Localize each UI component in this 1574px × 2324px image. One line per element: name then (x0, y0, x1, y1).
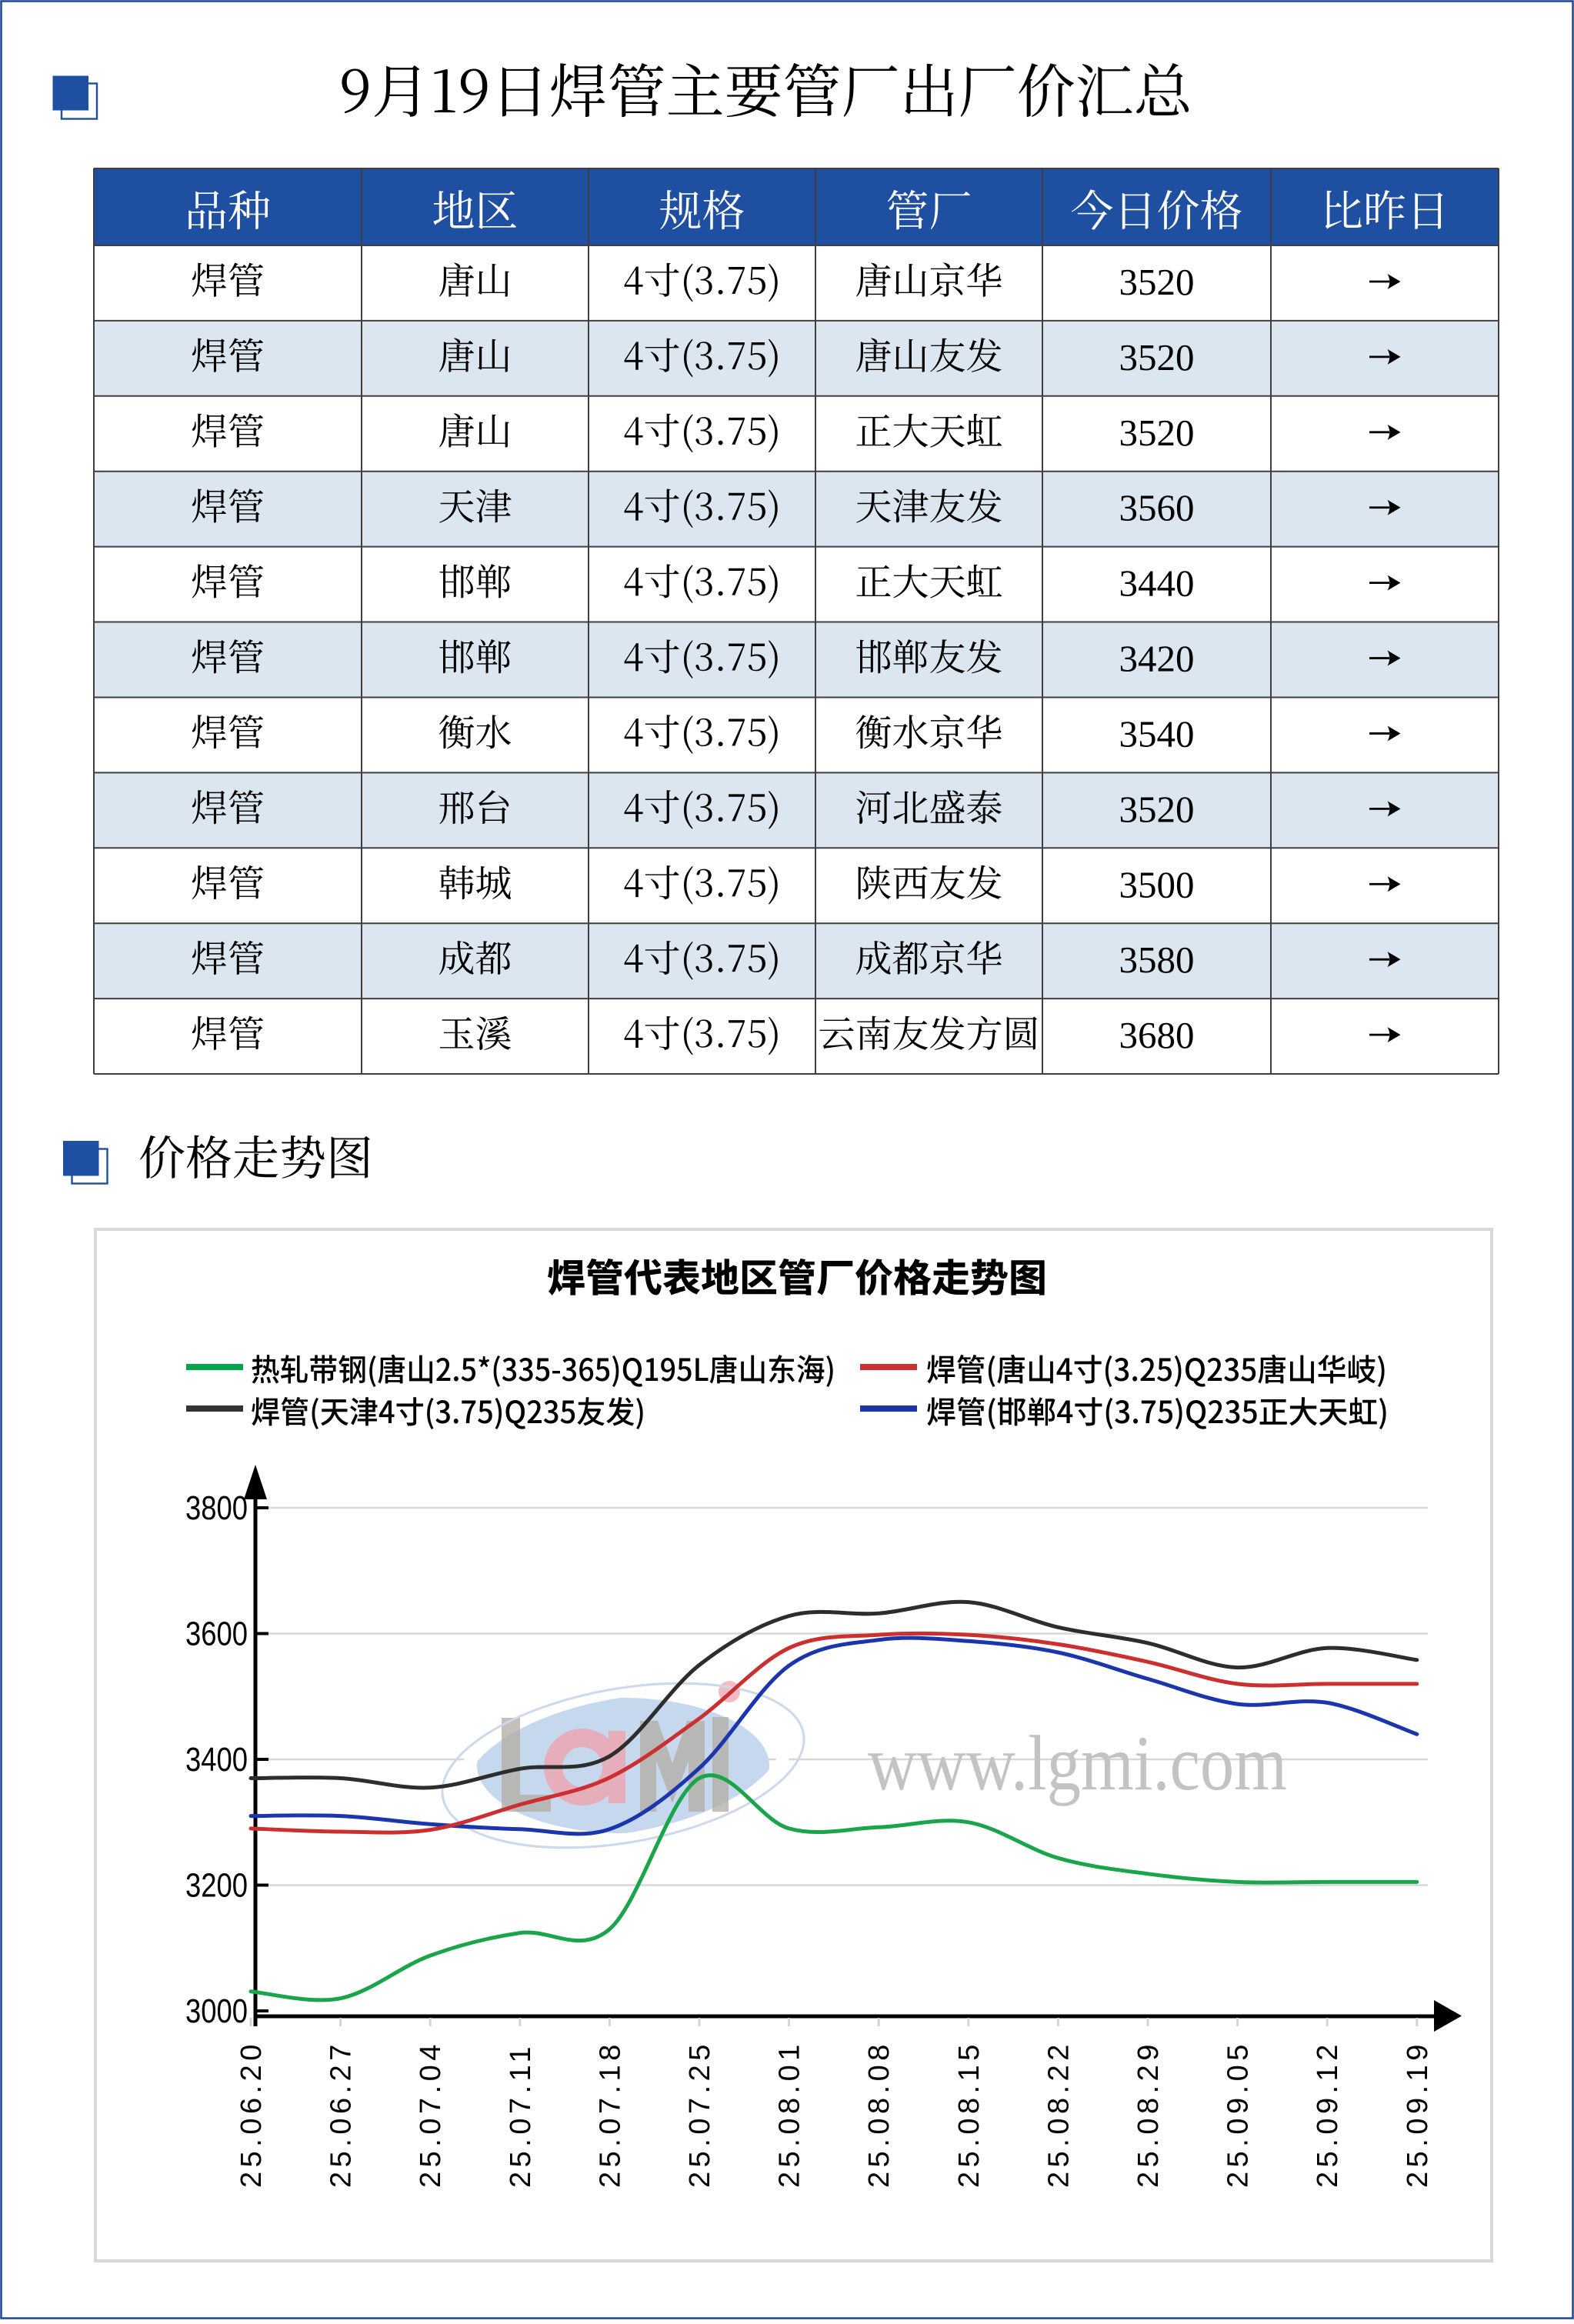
svg-text:3420: 3420 (1119, 638, 1195, 680)
svg-text:25.06.20: 25.06.20 (235, 2040, 268, 2188)
svg-text:25.08.15: 25.08.15 (953, 2040, 985, 2188)
svg-text:3800: 3800 (185, 1489, 248, 1527)
svg-text:25.09.19: 25.09.19 (1402, 2040, 1434, 2188)
svg-text:3680: 3680 (1119, 1014, 1195, 1056)
svg-text:3560: 3560 (1119, 487, 1195, 529)
svg-text:25.08.29: 25.08.29 (1132, 2040, 1165, 2188)
svg-text:www.lgmi.com: www.lgmi.com (868, 1720, 1287, 1806)
svg-text:3000: 3000 (185, 1992, 248, 2030)
svg-text:3440: 3440 (1119, 562, 1195, 605)
svg-text:3520: 3520 (1119, 261, 1195, 303)
svg-text:25.07.04: 25.07.04 (415, 2040, 447, 2188)
svg-text:25.06.27: 25.06.27 (325, 2040, 358, 2188)
svg-text:3500: 3500 (1119, 863, 1195, 905)
svg-text:25.07.25: 25.07.25 (684, 2040, 716, 2188)
svg-text:3520: 3520 (1119, 788, 1195, 830)
svg-text:25.09.05: 25.09.05 (1222, 2040, 1255, 2188)
svg-text:3520: 3520 (1119, 336, 1195, 378)
svg-text:25.09.12: 25.09.12 (1312, 2040, 1344, 2188)
svg-text:3600: 3600 (185, 1615, 248, 1653)
svg-text:25.08.01: 25.08.01 (774, 2040, 806, 2188)
svg-text:3400: 3400 (185, 1741, 248, 1779)
svg-text:3540: 3540 (1119, 713, 1195, 755)
svg-text:3520: 3520 (1119, 412, 1195, 454)
svg-text:3200: 3200 (185, 1867, 248, 1905)
svg-text:25.08.08: 25.08.08 (863, 2040, 895, 2188)
svg-text:25.07.18: 25.07.18 (594, 2040, 626, 2188)
svg-text:3580: 3580 (1119, 939, 1195, 981)
svg-text:25.08.22: 25.08.22 (1042, 2040, 1075, 2188)
svg-text:25.07.11: 25.07.11 (505, 2042, 537, 2188)
